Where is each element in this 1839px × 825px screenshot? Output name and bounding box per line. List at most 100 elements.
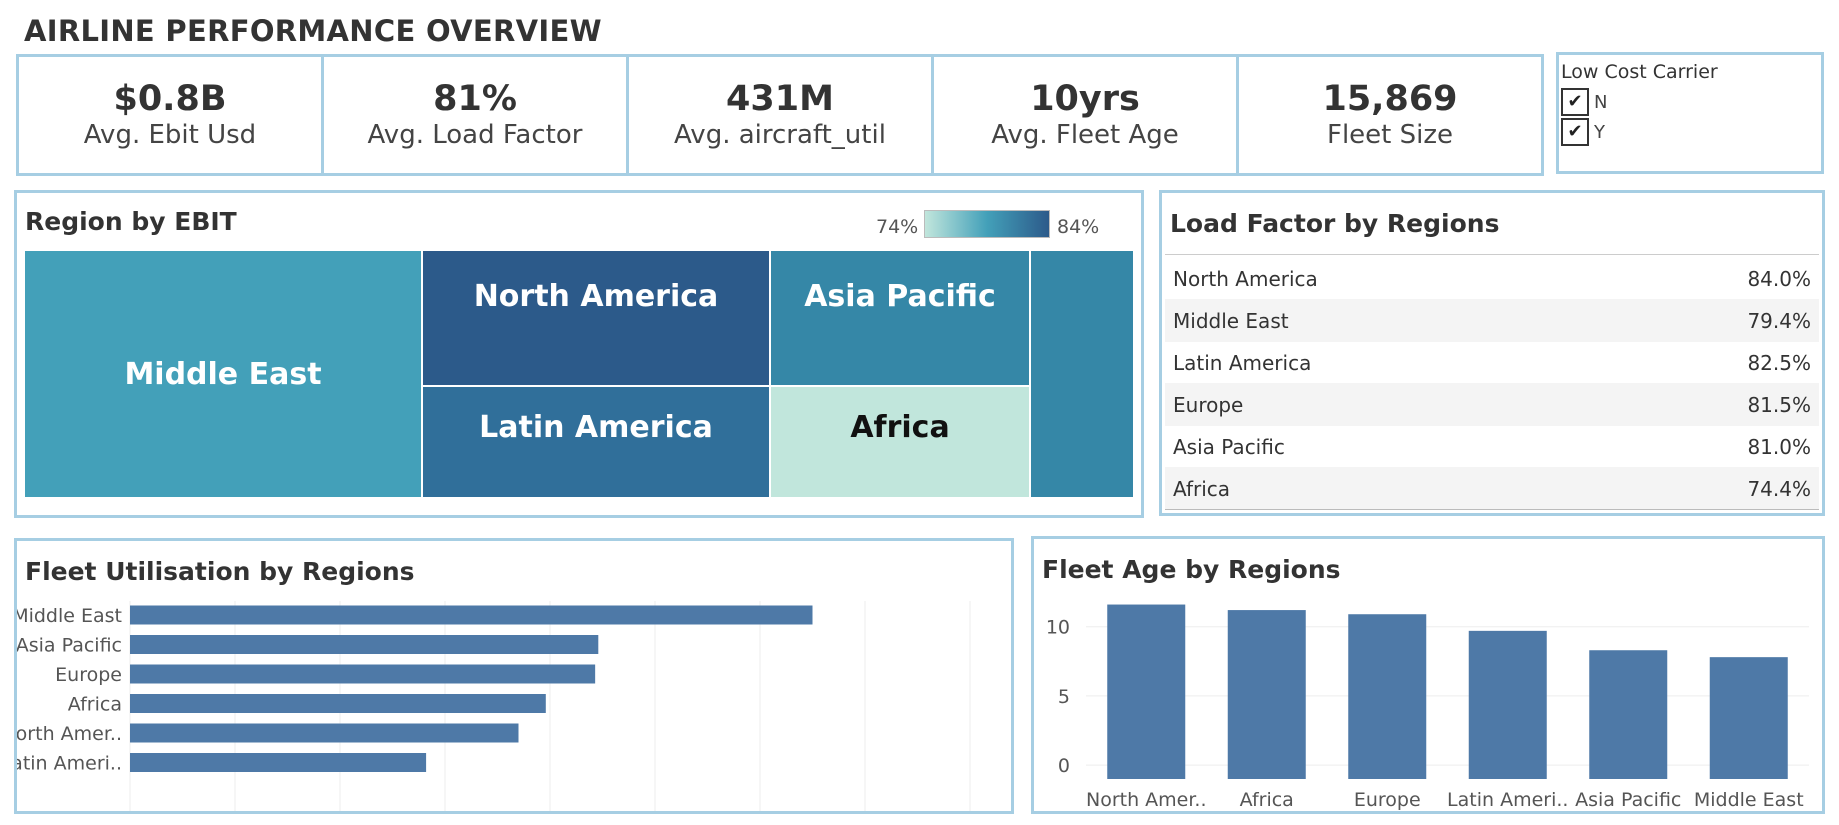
filter-option-y[interactable]: ✔ Y <box>1561 117 1821 147</box>
table-row[interactable]: Europe 81.5% <box>1165 383 1819 426</box>
category-label: Europe <box>1354 789 1421 811</box>
table-row[interactable]: Latin America 82.5% <box>1165 341 1819 384</box>
y-tick-label: 0 <box>1058 755 1070 777</box>
kpi-value: 10yrs <box>1030 79 1140 119</box>
treemap-title: Region by EBIT <box>25 207 237 236</box>
checkmark-icon: ✔ <box>1567 121 1583 142</box>
filter-option-n[interactable]: ✔ N <box>1561 87 1821 117</box>
fleet-age-chart: 0 5 10 North Amer.. Africa Europe Latin Ameri.… <box>1046 604 1809 811</box>
category-label: Africa <box>68 694 122 716</box>
bar[interactable] <box>130 694 546 713</box>
kpi-label: Avg. Fleet Age <box>991 120 1179 150</box>
row-region: Europe <box>1173 392 1244 417</box>
color-legend-ramp <box>924 210 1050 238</box>
filter-option-label: N <box>1594 91 1608 113</box>
category-label: Asia Pacific <box>17 635 122 657</box>
hbar-title: Fleet Utilisation by Regions <box>25 557 415 586</box>
treemap-cell-north-america[interactable]: North America <box>423 251 769 385</box>
category-label: Middle East <box>17 605 122 627</box>
treemap-cell-africa[interactable]: Africa <box>771 387 1029 497</box>
low-cost-carrier-filter: Low Cost Carrier ✔ N ✔ Y <box>1556 52 1824 174</box>
category-label: Africa <box>1240 789 1294 811</box>
fleet-utilisation-chart: Middle East Asia Pacific Europe Africa North… <box>17 601 971 811</box>
row-value: 81.0% <box>1747 434 1811 459</box>
treemap-cell-middle-east[interactable]: Middle East <box>25 251 421 497</box>
bar[interactable] <box>130 753 427 772</box>
table-row[interactable]: Middle East 79.4% <box>1165 299 1819 342</box>
checkbox-n[interactable]: ✔ <box>1561 88 1589 116</box>
checkbox-y[interactable]: ✔ <box>1561 118 1589 146</box>
row-value: 84.0% <box>1747 266 1811 291</box>
bar[interactable] <box>1468 630 1547 779</box>
color-legend-max: 84% <box>1057 216 1100 238</box>
load-factor-table: North America 84.0% Middle East 79.4% Lati… <box>1162 257 1822 510</box>
bar[interactable] <box>130 664 596 684</box>
category-label: Latin Ameri.. <box>17 753 122 775</box>
table-row[interactable]: North America 84.0% <box>1165 257 1819 300</box>
y-tick-label: 10 <box>1046 617 1070 639</box>
row-value: 74.4% <box>1747 476 1811 501</box>
category-label: Europe <box>55 664 122 686</box>
row-region: Middle East <box>1173 308 1289 333</box>
table-bottom-divider <box>1165 509 1819 510</box>
y-tick-label: 5 <box>1058 686 1070 708</box>
category-label: Middle East <box>1694 789 1804 811</box>
category-label: North Amer.. <box>17 723 122 745</box>
kpi-label: Avg. Load Factor <box>367 120 583 150</box>
kpi-value: 431M <box>726 79 834 119</box>
filter-option-label: Y <box>1594 121 1605 143</box>
table-header-divider <box>1165 254 1819 255</box>
kpi-load-factor[interactable]: 81% Avg. Load Factor <box>324 57 629 173</box>
treemap-cell-label: Latin America <box>479 409 713 445</box>
row-region: Africa <box>1173 476 1231 501</box>
row-value: 82.5% <box>1747 350 1811 375</box>
kpi-label: Avg. aircraft_util <box>674 120 886 150</box>
category-label: Asia Pacific <box>1575 789 1681 811</box>
treemap-cell-asia-pacific[interactable]: Asia Pacific <box>771 251 1029 385</box>
kpi-fleet-size[interactable]: 15,869 Fleet Size <box>1239 57 1541 173</box>
filter-title: Low Cost Carrier <box>1561 61 1718 83</box>
treemap-cell-label: Asia Pacific <box>804 278 996 314</box>
row-region: North America <box>1173 266 1318 291</box>
fleet-utilisation-panel: Fleet Utilisation by Regions Middle East… <box>14 538 1014 814</box>
treemap-cell-label: North America <box>473 278 719 314</box>
bar[interactable] <box>1589 650 1668 779</box>
kpi-value: 15,869 <box>1322 79 1458 119</box>
fleet-age-panel: Fleet Age by Regions 0 5 10 North Amer.. Afr… <box>1031 536 1825 814</box>
bar[interactable] <box>130 605 813 625</box>
load-factor-panel: Load Factor by Regions North America 84.0… <box>1159 190 1825 516</box>
color-legend-min: 74% <box>876 216 919 238</box>
bar[interactable] <box>130 723 519 743</box>
checkmark-icon: ✔ <box>1567 91 1583 112</box>
treemap-cell-label: Middle East <box>124 356 322 392</box>
kpi-ebit[interactable]: $0.8B Avg. Ebit Usd <box>19 57 324 173</box>
kpi-aircraft-util[interactable]: 431M Avg. aircraft_util <box>629 57 934 173</box>
table-row[interactable]: Asia Pacific 81.0% <box>1165 425 1819 468</box>
treemap-cell-latin-america[interactable]: Latin America <box>423 387 769 497</box>
category-label: Latin Ameri.. <box>1447 789 1568 811</box>
treemap-cell-label: Africa <box>850 409 950 445</box>
page-title: AIRLINE PERFORMANCE OVERVIEW <box>24 14 602 48</box>
treemap: Middle East North America Asia Pacific L… <box>25 251 1133 497</box>
row-region: Asia Pacific <box>1173 434 1285 459</box>
region-by-ebit-panel: Region by EBIT 74% 84% Middle East North… <box>14 190 1144 518</box>
category-label: North Amer.. <box>1086 789 1207 811</box>
bar[interactable] <box>1348 614 1427 779</box>
bar[interactable] <box>1227 610 1306 779</box>
row-region: Latin America <box>1173 350 1312 375</box>
treemap-cell-europe[interactable] <box>1031 251 1133 497</box>
row-value: 81.5% <box>1747 392 1811 417</box>
kpi-value: $0.8B <box>113 79 227 119</box>
table-title: Load Factor by Regions <box>1170 209 1500 238</box>
bar[interactable] <box>130 635 599 654</box>
row-value: 79.4% <box>1747 308 1811 333</box>
kpi-row: $0.8B Avg. Ebit Usd 81% Avg. Load Factor… <box>16 54 1544 176</box>
kpi-fleet-age[interactable]: 10yrs Avg. Fleet Age <box>934 57 1239 173</box>
vbar-title: Fleet Age by Regions <box>1042 555 1341 584</box>
bar[interactable] <box>1709 657 1788 779</box>
kpi-label: Fleet Size <box>1326 120 1453 150</box>
kpi-value: 81% <box>433 79 517 119</box>
kpi-label: Avg. Ebit Usd <box>83 120 257 150</box>
table-row[interactable]: Africa 74.4% <box>1165 467 1819 510</box>
bar[interactable] <box>1107 604 1186 779</box>
